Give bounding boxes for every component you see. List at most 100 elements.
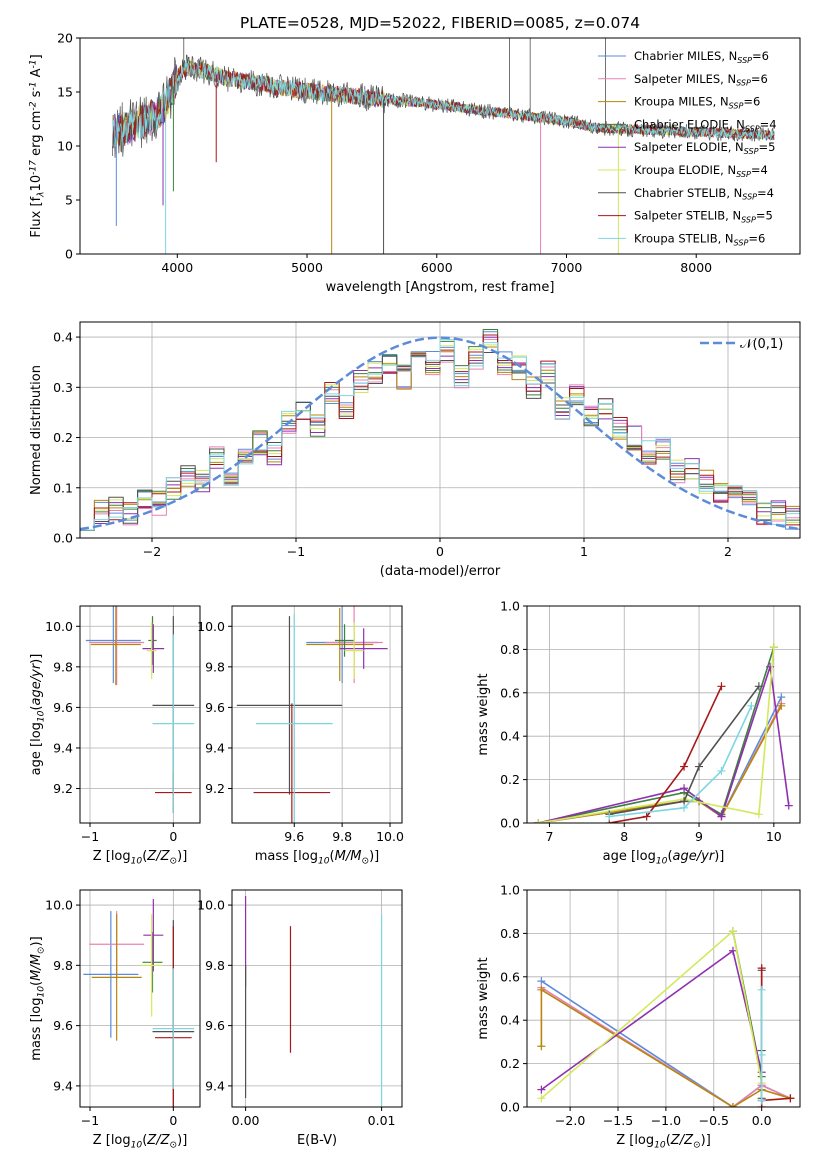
weight-marker <box>769 643 778 652</box>
legend-label-gaussian: 𝒩(0,1) <box>740 337 783 352</box>
y-tick-label: 1.0 <box>500 883 520 898</box>
x-tick-label: 7 <box>545 829 553 844</box>
x-tick-label: −1 <box>81 1113 99 1128</box>
weight_vs_age-panel: 7 8 9 10 0.0 0.2 0.4 0.6 0.8 1.0 age [log10​(age/y… <box>476 599 801 866</box>
weight-marker <box>537 985 546 994</box>
weight_vs_age-frame <box>526 605 801 824</box>
y-tick-label: 9.8 <box>205 659 225 674</box>
residuals-panel: −2 −1 0 1 2 0.0 0.1 0.2 0.3 0.4 (data-model)/error… <box>29 321 801 579</box>
mass_vs_ebv-xlabel: E(B-V) <box>297 1133 337 1148</box>
weight-marker <box>728 1103 737 1107</box>
weight-marker <box>754 810 763 819</box>
y-tick-label: 0.0 <box>500 816 520 831</box>
legend-label-kroupa_miles: Kroupa MILES, NSSP​=6 <box>634 95 760 111</box>
weight-marker <box>680 803 689 812</box>
y-tick-label: 9.6 <box>205 700 225 715</box>
weight-marker <box>642 812 651 821</box>
errorbar-salpeter_stelib <box>253 703 331 823</box>
errorbar-kroupa_miles <box>91 914 142 1041</box>
weight-marker <box>757 964 766 973</box>
weight-marker <box>777 701 786 710</box>
x-tick-label: −1.5 <box>603 1113 633 1128</box>
x-tick-label: 0 <box>169 1113 177 1128</box>
y-tick-label: 9.6 <box>53 700 73 715</box>
y-tick-label: 0 <box>65 247 73 262</box>
age_vs_mass-plot-area <box>236 606 388 823</box>
weight-marker <box>717 682 726 691</box>
weight-marker <box>747 701 756 710</box>
x-tick-label: 10 <box>766 829 782 844</box>
weight-marker <box>695 762 704 771</box>
x-tick-label: 10.0 <box>376 829 404 844</box>
spectrum-panel: 4000 5000 6000 7000 8000 0 5 10 15 20 wavelength [… <box>28 31 801 295</box>
errorbar-salpeter_elodie <box>142 624 165 673</box>
x-tick-label: 7000 <box>551 260 583 275</box>
age_vs_mass-xlabel: mass [log10​(M/M⊙​)] <box>255 849 379 866</box>
y-tick-label: 0.1 <box>53 480 73 495</box>
mass_vs_Z-frame <box>79 889 201 1108</box>
y-tick-label: 9.4 <box>205 740 225 755</box>
weight-marker <box>534 819 543 823</box>
x-tick-label: 5000 <box>291 260 323 275</box>
weight-series-kroupa_stelib <box>605 701 756 821</box>
errorbar-chabrier_miles <box>85 606 141 684</box>
y-tick-label: 9.2 <box>205 781 225 796</box>
y-tick-label: 5 <box>65 193 73 208</box>
y-tick-label: 9.6 <box>53 1018 73 1033</box>
x-tick-label: 4000 <box>161 260 193 275</box>
legend-label-chabrier_elodie: Chabrier ELODIE, NSSP​=4 <box>634 117 777 133</box>
weight-marker <box>757 985 766 994</box>
age_vs_Z-plot-area <box>85 606 195 813</box>
weight-marker <box>728 946 737 955</box>
weight-series-salpeter_elodie <box>534 662 793 823</box>
y-tick-label: 0.4 <box>500 1013 520 1028</box>
residual-hist-kroupa_stelib <box>80 339 800 531</box>
x-tick-label: 8 <box>620 829 628 844</box>
y-tick-label: 9.4 <box>53 740 73 755</box>
mass_vs_Z-panel: −1 0 9.4 9.6 9.8 10.0 Z [log10​(Z/Z⊙​)] mass [l… <box>29 889 201 1150</box>
y-tick-label: 0.4 <box>500 729 520 744</box>
age_vs_Z-ylabel: age [log10​(age/yr)] <box>29 654 46 776</box>
y-tick-label: 9.8 <box>53 958 73 973</box>
mass_vs_Z-plot-area <box>83 899 195 1107</box>
legend-label-kroupa_stelib: Kroupa STELIB, NSSP​=6 <box>634 231 765 247</box>
errorbar-chabrier_stelib <box>236 616 343 795</box>
errorbar-kroupa_elodie <box>140 914 163 1017</box>
legend-label-chabrier_stelib: Chabrier STELIB, NSSP​=4 <box>634 186 774 202</box>
y-tick-label: 9.4 <box>53 1078 73 1093</box>
weight_vs_age-ylabel: mass weight <box>476 673 491 755</box>
y-tick-label: 0.2 <box>500 772 520 787</box>
errorbar-chabrier_miles <box>83 911 139 1038</box>
spectrum-plot-area <box>112 38 775 254</box>
x-tick-label: 0 <box>169 829 177 844</box>
mass_vs_Z-xlabel: Z [log10​(Z/Z⊙​)] <box>93 1133 188 1150</box>
weight-marker <box>728 927 737 936</box>
y-tick-label: 20 <box>57 31 73 46</box>
errorbar-kroupa_stelib <box>152 634 195 813</box>
legend-label-kroupa_elodie: Kroupa ELODIE, NSSP​=4 <box>634 163 768 179</box>
errorbar-chabrier_elodie <box>148 616 157 665</box>
errorbar-salpeter_elodie <box>143 899 164 972</box>
spectrum-series-kroupa_stelib <box>112 60 775 147</box>
y-tick-label: 0.6 <box>500 685 520 700</box>
residuals-xlabel: (data-model)/error <box>380 564 501 579</box>
legend-label-salpeter_elodie: Salpeter ELODIE, NSSP​=5 <box>634 140 775 156</box>
y-tick-label: 0.4 <box>53 330 73 345</box>
residuals-plot-area <box>80 329 800 531</box>
y-tick-label: 9.6 <box>205 1018 225 1033</box>
y-tick-label: 0.6 <box>500 969 520 984</box>
errorbar-chabrier_elodie <box>334 624 355 657</box>
x-tick-label: 9.8 <box>332 829 352 844</box>
mass_vs_ebv-panel: 0.00 0.01 9.4 9.6 9.8 10.0 E(B-V) <box>197 889 403 1148</box>
errorbar-kroupa_miles <box>90 606 141 686</box>
y-tick-label: 10 <box>57 139 73 154</box>
spectrum-series-salpeter_stelib <box>112 62 775 147</box>
errorbar-kroupa_elodie <box>146 622 157 680</box>
weight-marker <box>717 766 726 775</box>
errorbar-salpeter_miles <box>89 606 145 686</box>
weight_vs_Z-xlabel: Z [log10​(Z/Z⊙​)] <box>616 1133 711 1150</box>
y-tick-label: 0.8 <box>500 926 520 941</box>
x-tick-label: 0.0 <box>752 1113 772 1128</box>
y-tick-label: 9.8 <box>205 958 225 973</box>
